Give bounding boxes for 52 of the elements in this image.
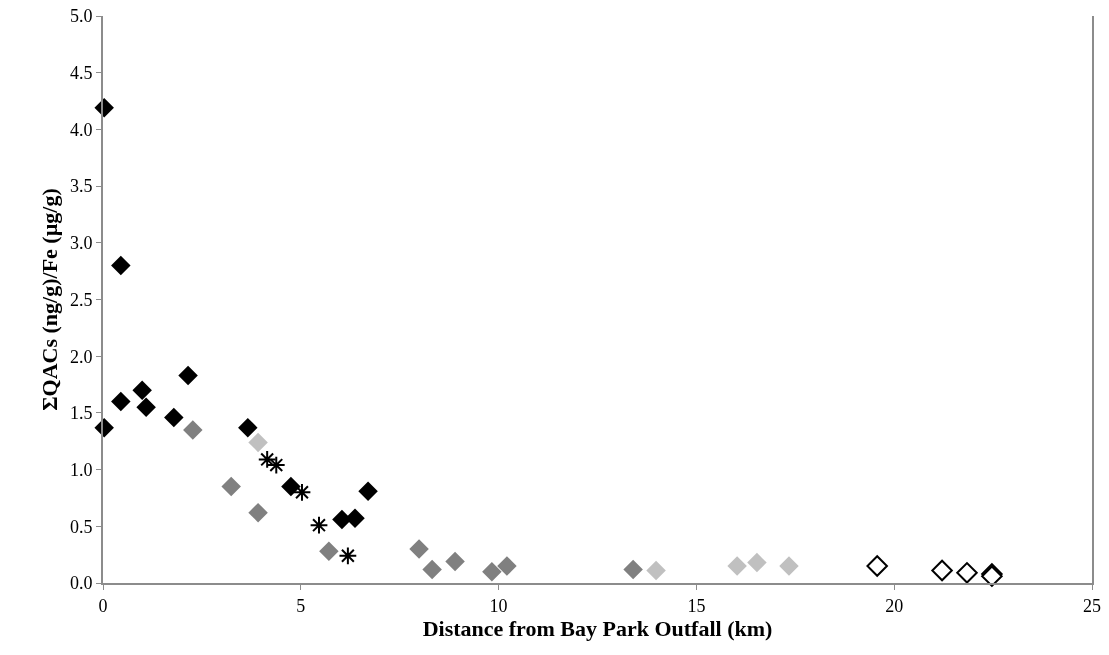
point [445, 551, 465, 572]
point [931, 559, 953, 582]
x-tick-label: 5 [296, 595, 306, 616]
point [257, 449, 277, 469]
point [727, 556, 747, 576]
point [281, 476, 301, 497]
point [132, 380, 152, 400]
point [248, 432, 268, 453]
x-tick-label: 10 [489, 595, 508, 616]
point [956, 562, 978, 584]
point [779, 556, 799, 576]
point [183, 420, 203, 440]
x-tick-label: 20 [885, 595, 904, 616]
y-tick-label: 3.5 [69, 176, 93, 197]
point [221, 476, 241, 497]
point [292, 482, 312, 502]
point [309, 515, 329, 535]
y-tick-label: 4.5 [69, 63, 93, 83]
y-tick-label: 4.0 [69, 119, 93, 140]
x-tick-label: 0 [98, 595, 108, 616]
point [111, 255, 131, 276]
point [623, 559, 643, 580]
point [238, 417, 258, 438]
point [345, 508, 365, 529]
y-tick-label: 2.0 [69, 346, 93, 367]
point [497, 556, 517, 576]
point [646, 560, 666, 581]
point [338, 546, 358, 566]
x-tick-label: 25 [1083, 595, 1101, 616]
point [422, 559, 442, 580]
point [409, 539, 429, 559]
point [266, 455, 286, 475]
y-tick-label: 3.0 [69, 233, 93, 254]
point [358, 481, 378, 501]
point [164, 407, 184, 428]
x-axis-title: Distance from Bay Park Outfall (km) [422, 615, 773, 641]
point [866, 555, 888, 577]
point [178, 365, 198, 386]
y-tick-label: 0.5 [69, 516, 93, 537]
y-tick-label: 2.5 [69, 289, 93, 310]
y-tick-label: 1.0 [69, 459, 93, 480]
y-tick-label: 0.0 [69, 573, 93, 594]
point [319, 541, 339, 561]
point [482, 561, 502, 582]
point [248, 502, 268, 523]
point [136, 397, 156, 417]
point [747, 552, 767, 573]
y-axis-title: ΣQACs (ng/g)/Fe (µg/g) [37, 188, 63, 411]
y-tick-label: 5.0 [69, 6, 93, 27]
y-tick-label: 1.5 [69, 403, 93, 424]
point [111, 391, 131, 412]
x-tick-label: 15 [687, 595, 706, 616]
